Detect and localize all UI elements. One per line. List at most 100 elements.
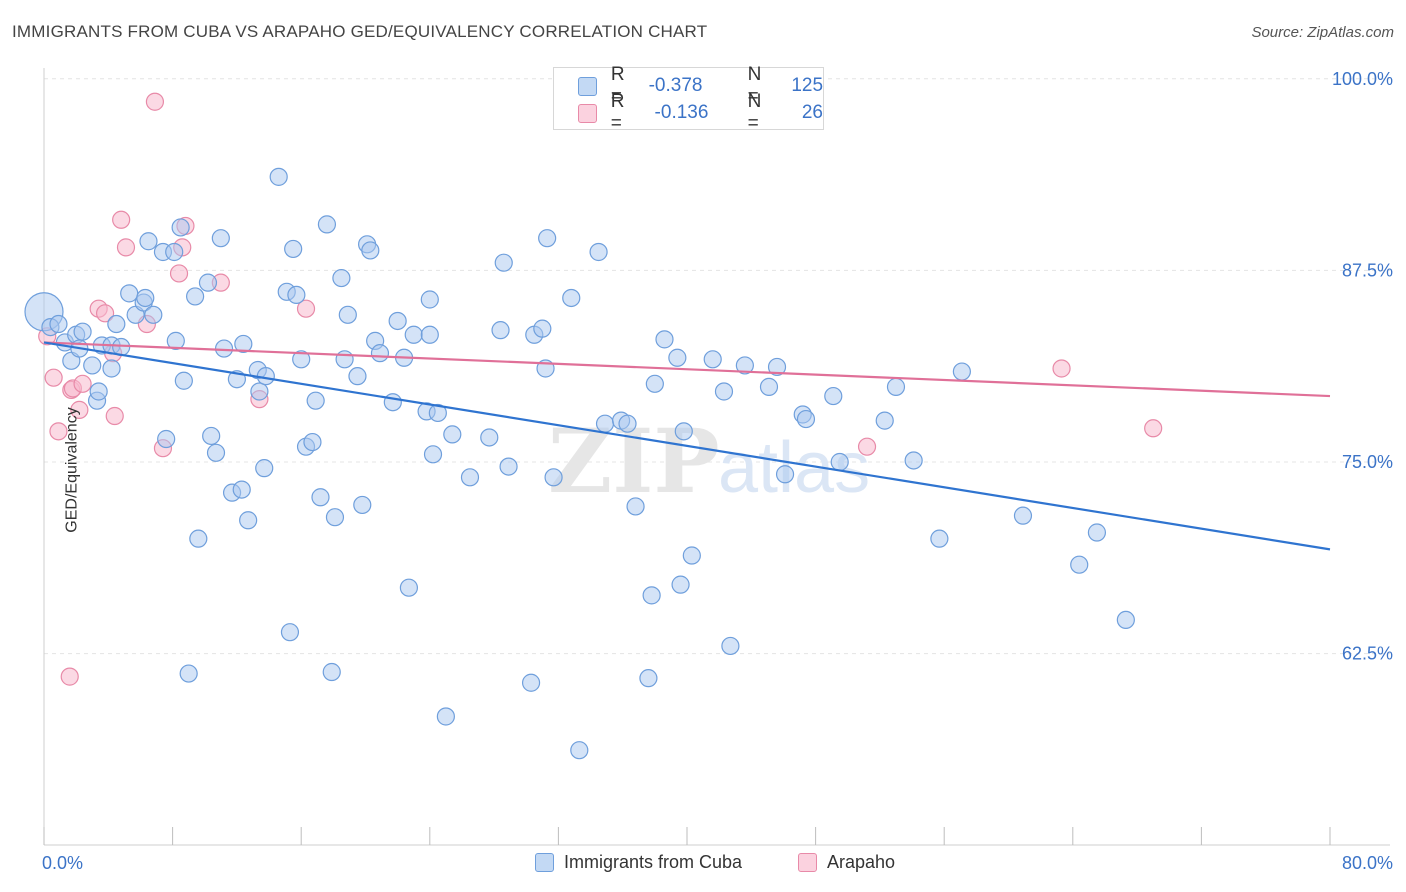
data-point-cuba: [353, 495, 372, 515]
stats-row-cuba: R = -0.378 N = 125: [578, 64, 824, 107]
data-point-arapaho: [73, 374, 92, 393]
series-arapaho: [38, 92, 1163, 686]
data-point-arapaho: [49, 422, 68, 441]
data-point-cuba: [234, 334, 253, 354]
data-point-cuba: [404, 325, 423, 344]
data-point-cuba: [284, 239, 303, 259]
arapaho-r-label: R =: [610, 91, 625, 134]
bottom-legend: Immigrants from Cuba Arapaho: [0, 852, 1406, 878]
data-point-arapaho: [857, 437, 877, 456]
data-point-cuba: [250, 382, 269, 401]
cuba-n-value: 125: [791, 75, 824, 96]
cuba-r-label: R =: [610, 64, 625, 107]
x-tick-label-max: 80.0%: [1342, 853, 1393, 873]
series-cuba: [24, 167, 1135, 760]
trend-line-cuba: [43, 341, 1331, 551]
data-point-cuba: [144, 305, 163, 324]
data-point-cuba: [721, 636, 740, 656]
y-axis-label: GED/Equivalency: [63, 407, 81, 533]
data-point-cuba: [904, 451, 923, 470]
data-point-cuba: [423, 445, 443, 464]
data-point-cuba: [1087, 523, 1107, 542]
data-point-cuba: [348, 367, 367, 386]
data-point-cuba: [642, 586, 661, 605]
data-point-cuba: [420, 325, 439, 344]
data-point-cuba: [239, 511, 258, 530]
legend-cuba-swatch: [535, 853, 554, 872]
cuba-r-value: -0.378: [648, 75, 703, 96]
data-point-cuba: [436, 707, 455, 726]
data-point-cuba: [494, 253, 513, 272]
data-point-cuba: [674, 422, 693, 441]
data-point-cuba: [292, 350, 311, 369]
data-point-cuba: [589, 242, 608, 262]
data-point-arapaho: [44, 368, 63, 387]
data-point-cuba: [460, 468, 480, 487]
data-point-cuba: [443, 425, 462, 444]
chart-title: IMMIGRANTS FROM CUBA VS ARAPAHO GED/EQUI…: [12, 22, 708, 41]
data-point-cuba: [682, 546, 701, 565]
data-point-arapaho: [169, 264, 189, 283]
data-point-arapaho: [95, 304, 115, 323]
trend-line-arapaho: [43, 341, 1331, 398]
data-point-cuba: [165, 242, 184, 262]
data-point-cuba: [420, 290, 439, 309]
data-point-cuba: [287, 285, 306, 305]
data-point-cuba: [370, 344, 390, 363]
data-point-cuba: [317, 215, 337, 234]
data-point-cuba: [639, 669, 658, 688]
data-point-cuba: [49, 314, 68, 334]
data-point-cuba: [767, 357, 787, 377]
data-point-cuba: [186, 287, 205, 306]
data-point-cuba: [332, 268, 351, 288]
cuba-swatch: [578, 76, 597, 96]
watermark-atlas: atlas: [718, 428, 870, 508]
data-point-cuba: [645, 374, 664, 393]
data-point-cuba: [338, 305, 357, 324]
data-point-cuba: [83, 356, 102, 375]
data-point-cuba: [533, 319, 552, 338]
data-point-cuba: [759, 377, 779, 396]
data-point-cuba: [824, 386, 843, 406]
legend-item-cuba[interactable]: Immigrants from Cuba: [535, 852, 742, 873]
y-tick-label: 100.0%: [1332, 69, 1393, 89]
data-point-cuba: [102, 359, 121, 378]
data-point-cuba: [428, 403, 447, 423]
data-point-arapaho: [145, 92, 165, 111]
stats-legend: R = -0.378 N = 125 R = -0.136 N = 26: [553, 64, 824, 134]
stats-row-arapaho: R = -0.136 N = 26: [578, 91, 823, 134]
data-point-cuba: [1013, 506, 1033, 525]
data-point-cuba: [775, 465, 795, 484]
data-point-arapaho: [1052, 359, 1071, 378]
arapaho-r-value: -0.136: [654, 102, 709, 123]
tick-labels: 62.5% 75.0% 87.5% 100.0% 0.0% 80.0%: [42, 69, 1393, 873]
data-point-arapaho: [1144, 419, 1163, 438]
data-point-cuba: [136, 288, 155, 308]
data-point-cuba: [830, 452, 849, 472]
legend-item-arapaho[interactable]: Arapaho: [798, 852, 895, 873]
data-point-cuba: [618, 414, 637, 433]
y-tick-label: 87.5%: [1342, 260, 1393, 280]
data-point-cuba: [206, 443, 226, 462]
data-point-arapaho: [116, 238, 136, 257]
data-point-cuba: [166, 331, 185, 350]
data-point-cuba: [322, 662, 341, 682]
data-point-cuba: [269, 167, 288, 186]
data-point-cuba: [325, 508, 345, 527]
data-point-cuba: [89, 382, 108, 401]
data-point-cuba: [179, 664, 198, 683]
data-point-cuba: [311, 488, 330, 507]
data-point-cuba: [886, 377, 906, 396]
data-point-cuba: [521, 673, 541, 692]
data-point-cuba: [202, 426, 221, 446]
data-point-cuba: [335, 350, 354, 369]
data-point-arapaho: [296, 299, 316, 318]
data-point-cuba: [562, 288, 581, 308]
data-point-cuba: [1116, 610, 1135, 629]
data-point-cuba: [1070, 555, 1089, 574]
axes: [43, 68, 1390, 846]
data-point-cuba: [480, 428, 499, 447]
legend-arapaho-label: Arapaho: [827, 852, 896, 872]
data-point-cuba: [303, 432, 322, 452]
